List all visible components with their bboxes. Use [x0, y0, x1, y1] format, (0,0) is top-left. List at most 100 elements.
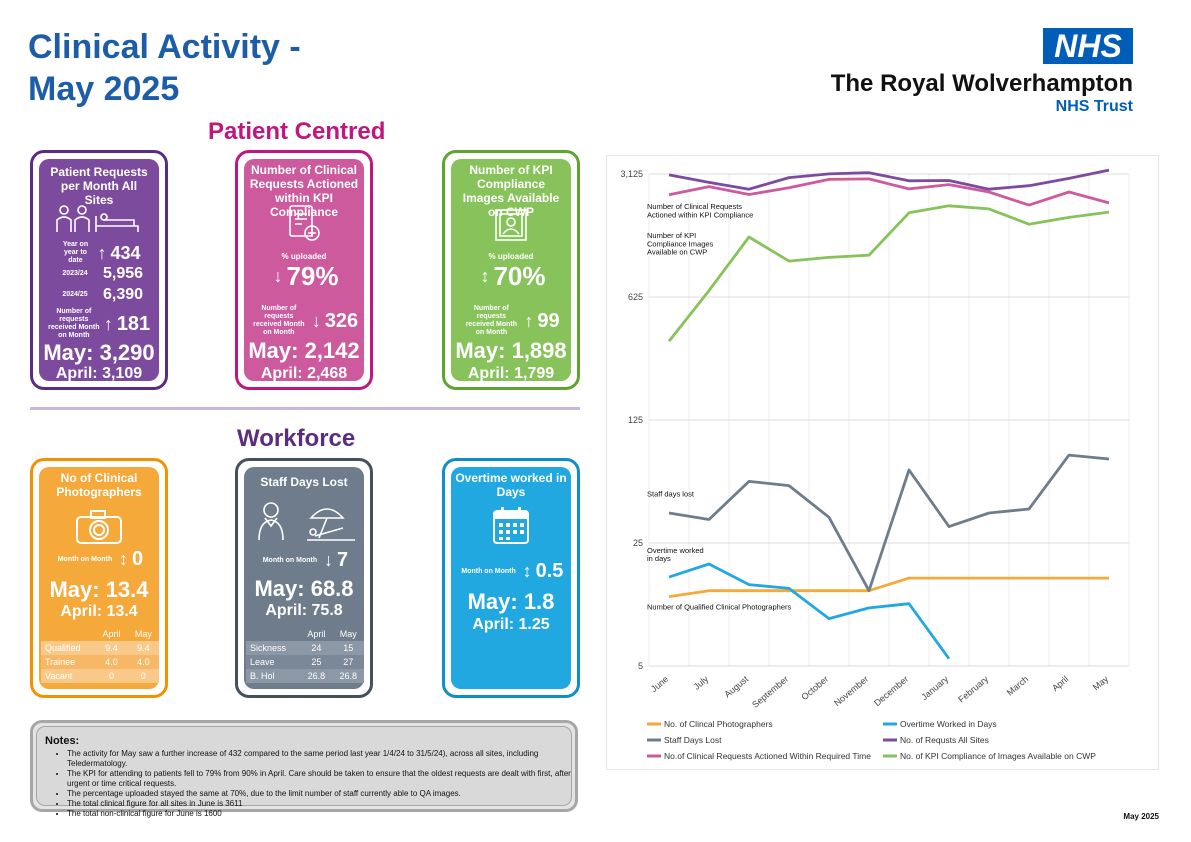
y1-row: 2023/24 5,956	[33, 265, 165, 283]
table-cell: 15	[343, 643, 354, 653]
series-line	[668, 453, 1110, 593]
table-cell: 9.4	[137, 643, 150, 653]
may-value: May: 2,142	[248, 338, 360, 363]
y1-value: 5,956	[102, 265, 144, 282]
chart-annotation: Number of KPI	[647, 231, 696, 240]
down-arrow-icon: ↓	[311, 310, 321, 331]
sick-holiday-icon	[238, 497, 370, 543]
y1-label: 2023/24	[62, 270, 88, 277]
card-staff-days-lost: Staff Days Lost Month on Month ↓ 7 May: …	[235, 458, 373, 698]
mom-row: Number of requests received Month on Mon…	[33, 308, 165, 340]
x-tick-label: January	[919, 674, 950, 703]
mom-value: 7	[336, 549, 349, 571]
legend-label: No. of Requsts All Sites	[900, 735, 989, 745]
note-item: The percentage uploaded stayed the same …	[67, 789, 571, 799]
y-tick-label: 625	[628, 292, 643, 302]
may-value: May: 68.8	[254, 576, 354, 601]
table-cell: 9.4	[105, 643, 118, 653]
mom-value: 99	[537, 309, 560, 332]
table-cell: 0	[140, 671, 146, 681]
up-arrow-icon: ↑	[103, 313, 113, 334]
april-value: April: 2,468	[260, 365, 348, 382]
april-value: April: 13.4	[60, 603, 138, 620]
may-value: May: 1,898	[455, 338, 567, 363]
april-value: April: 3,109	[55, 365, 143, 382]
pct-label: % uploaded	[281, 252, 327, 261]
note-item: The total non-clinical figure for June i…	[67, 809, 571, 819]
mom-row: Month on Month ↕ 0.5	[445, 560, 577, 583]
y-tick-label: 125	[628, 415, 643, 425]
card-kpi-compliance: Number of Clinical Requests Actioned wit…	[235, 150, 373, 390]
card-patient-requests: Patient Requests per Month All Sites Yea…	[30, 150, 168, 390]
legend-label: No. of Clincal Photographers	[664, 719, 773, 729]
note-item: The total clinical figure for all sites …	[67, 799, 571, 809]
table-row: Leave 25 27	[246, 655, 364, 669]
down-arrow-icon: ↓	[323, 550, 333, 570]
mom-row: Number of requests received Month on Mon…	[445, 305, 577, 337]
table-cell: 25	[311, 657, 322, 667]
series-line	[668, 562, 951, 660]
table-cell: B. Hol	[250, 671, 275, 681]
table-cell: Qualified	[45, 643, 81, 653]
chart-annotation: Available on CWP	[647, 247, 707, 256]
mom-value: 181	[116, 312, 151, 335]
up-down-arrow-icon: ↕	[522, 561, 532, 581]
table-row: Sickness 24 15	[246, 641, 364, 655]
april-value: April: 75.8	[265, 602, 343, 619]
legend-label: No.of Clinical Requests Actioned Within …	[664, 751, 871, 761]
patient-centred-heading: Patient Centred	[208, 118, 386, 145]
legend-label: Overtime Worked in Days	[900, 719, 997, 729]
activity-chart: 5 25 125 625 3,125 June July August September Oct…	[606, 147, 1159, 770]
table-cell: 0	[109, 671, 115, 681]
x-tick-label: November	[832, 674, 870, 708]
staff-table: April May Sickness 24 15 Leave 25 27 B. Hol 26…	[246, 627, 364, 683]
up-down-arrow-icon: ↕	[480, 266, 490, 286]
trust-name: The Royal Wolverhampton	[830, 70, 1133, 97]
x-tick-label: July	[692, 674, 711, 692]
photographers-table: April May Qualified 9.4 9.4 Trainee 4.0 4.0 V…	[41, 627, 159, 683]
table-row: Qualified 9.4 9.4	[41, 641, 159, 655]
pct-row: ↕ 70%	[445, 261, 577, 292]
table-cell: Leave	[250, 657, 275, 667]
notes-heading: Notes:	[45, 735, 80, 747]
y2-label: 2024/25	[62, 291, 88, 298]
page-title-line1: Clinical Activity -	[28, 28, 301, 66]
y-tick-label: 25	[633, 538, 643, 548]
mom-label: Number of requests received Month on Mon…	[253, 305, 305, 336]
activity-chart-svg: 5 25 125 625 3,125 June July August September Oct…	[620, 147, 1130, 761]
may-value: May: 1.8	[467, 589, 555, 614]
yoy-row: Year on year to date ↑ 434	[33, 241, 165, 265]
chart-annotation: Overtime worked	[647, 546, 704, 555]
mom-value: 0.5	[535, 560, 564, 582]
may-value: May: 13.4	[49, 577, 149, 602]
mom-label: Month on Month	[57, 555, 113, 563]
card-title: Number of KPI Compliance Images Availabl…	[462, 163, 560, 219]
table-cell: Trainee	[45, 657, 76, 667]
table-cell: 4.0	[105, 657, 118, 667]
table-row: Trainee 4.0 4.0	[41, 655, 159, 669]
footer-date: May 2025	[1123, 812, 1159, 821]
series-line	[668, 168, 1110, 191]
mom-row: Number of requests received Month on Mon…	[238, 305, 370, 337]
page-title-line2: May 2025	[28, 70, 180, 108]
pct-value: 70%	[493, 261, 546, 291]
legend-label: Staff Days Lost	[664, 735, 722, 745]
table-header: May	[134, 629, 152, 639]
chart-annotation: Actioned within KPI Compliance	[647, 210, 753, 219]
workforce-heading: Workforce	[237, 425, 356, 452]
card-title: No of Clinical Photographers	[56, 471, 142, 499]
mom-label: Month on Month	[461, 567, 516, 575]
card-overtime: Overtime worked in Days Month on Month ↕…	[442, 458, 580, 698]
may-value: May: 3,290	[43, 340, 155, 365]
x-tick-label: December	[872, 674, 910, 708]
table-row: B. Hol 26.8 26.8	[246, 669, 364, 683]
table-row: Vacant 0 0	[41, 669, 159, 683]
x-tick-label: May	[1091, 674, 1111, 693]
y-tick-label: 5	[638, 661, 643, 671]
up-down-arrow-icon: ↕	[118, 549, 128, 569]
y2-value: 6,390	[102, 286, 144, 303]
table-cell: Sickness	[250, 643, 287, 653]
table-header: April	[102, 629, 121, 639]
y2-row: 2024/25 6,390	[33, 286, 165, 304]
chart-annotation: Number of Clinical Requests	[647, 202, 742, 211]
